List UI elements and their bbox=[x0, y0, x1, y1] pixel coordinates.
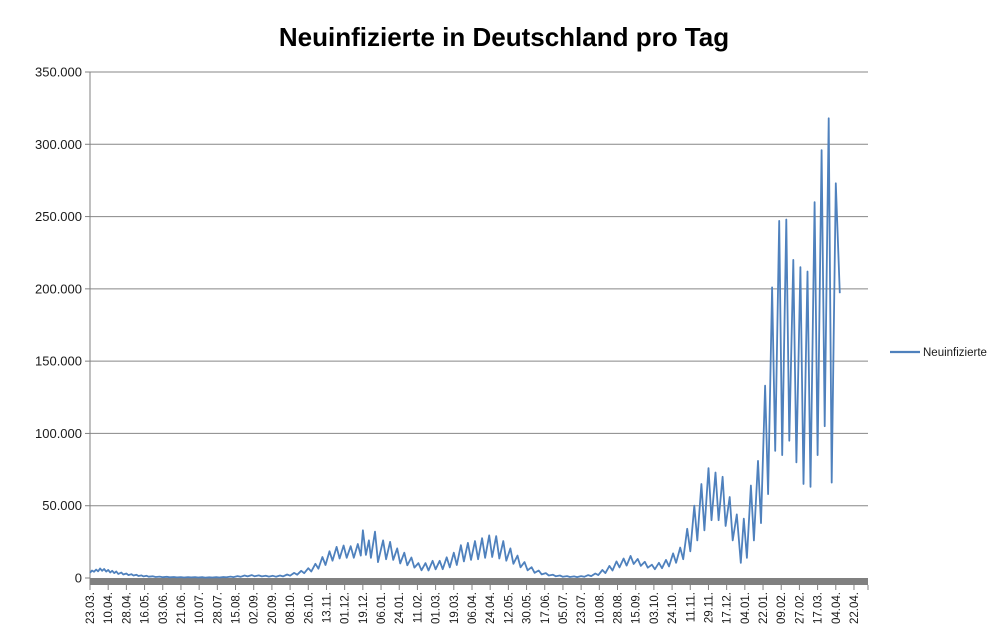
legend-label: Neuinfizierte bbox=[923, 347, 987, 359]
y-axis-label: 0 bbox=[75, 571, 82, 586]
x-axis-label: 01.12. bbox=[340, 592, 352, 624]
y-axis-label: 50.000 bbox=[42, 498, 82, 513]
x-axis-label: 12.05. bbox=[503, 592, 515, 624]
x-axis-label: 23.03. bbox=[85, 592, 97, 624]
gridlines bbox=[90, 71, 868, 507]
y-axis-label: 250.000 bbox=[35, 209, 82, 224]
x-axis-label: 17.12. bbox=[722, 592, 734, 624]
x-axis-label: 09.02. bbox=[776, 592, 788, 624]
x-axis-label: 10.07. bbox=[194, 592, 206, 624]
y-axis-label: 300.000 bbox=[35, 137, 82, 152]
x-axis-label: 24.10. bbox=[667, 592, 679, 624]
x-axis-labels: 23.03. 10.04. 28.04. 16.05. 03.06. 21.06. 10.0… bbox=[85, 592, 861, 624]
x-axis-label: 15.09. bbox=[631, 592, 643, 624]
x-axis-label: 21.06. bbox=[176, 592, 188, 624]
x-axis-label: 06.04. bbox=[467, 592, 479, 624]
x-axis-label: 28.08. bbox=[613, 592, 625, 624]
x-axis-label: 29.11. bbox=[703, 592, 715, 623]
x-axis-label: 28.04. bbox=[121, 592, 133, 624]
x-axis-label: 03.06. bbox=[158, 592, 170, 624]
x-axis-label: 11.11. bbox=[685, 592, 697, 622]
x-axis-label: 03.10. bbox=[649, 592, 661, 624]
x-axis-label: 02.09. bbox=[249, 592, 261, 624]
y-axis-labels: 350.000 300.000 250.000 200.000 150.000 100.0… bbox=[35, 65, 82, 586]
x-axis-label: 17.03. bbox=[813, 592, 825, 624]
series-line-neuinfizierte bbox=[89, 117, 841, 579]
x-axis-label: 23.07. bbox=[576, 592, 588, 624]
x-axis-label: 05.07. bbox=[558, 592, 570, 624]
x-axis-label: 26.10. bbox=[303, 592, 315, 624]
x-axis-label: 27.02. bbox=[794, 592, 806, 624]
x-axis-label: 24.04. bbox=[485, 592, 497, 624]
x-axis-label: 11.02. bbox=[412, 592, 424, 623]
x-axis-label: 04.04. bbox=[831, 592, 843, 624]
x-axis-label: 19.03. bbox=[449, 592, 461, 624]
y-axis-label: 100.000 bbox=[35, 426, 82, 441]
x-axis-label: 30.05. bbox=[522, 592, 534, 624]
x-axis-label: 10.04. bbox=[103, 592, 115, 624]
x-axis-label: 13.11. bbox=[321, 592, 333, 623]
x-axis-bar bbox=[90, 578, 868, 585]
x-axis-label: 20.09. bbox=[267, 592, 279, 624]
x-axis-label: 06.01. bbox=[376, 592, 388, 624]
y-axis-label: 150.000 bbox=[35, 354, 82, 369]
x-axis-label: 19.12. bbox=[358, 592, 370, 624]
x-axis-label: 16.05. bbox=[140, 592, 152, 624]
x-axis-label: 15.08. bbox=[231, 592, 243, 624]
x-axis-label: 01.03. bbox=[431, 592, 443, 624]
x-axis-label: 17.06. bbox=[540, 592, 552, 624]
x-axis-label: 08.10. bbox=[285, 592, 297, 624]
x-axis-label: 22.04. bbox=[849, 592, 861, 624]
x-axis bbox=[89, 578, 869, 590]
x-axis-label: 24.01. bbox=[394, 592, 406, 624]
x-axis-label: 22.01. bbox=[758, 592, 770, 624]
y-axis bbox=[85, 71, 91, 585]
x-axis-label: 28.07. bbox=[212, 592, 224, 624]
y-axis-label: 350.000 bbox=[35, 65, 82, 80]
x-axis-label: 10.08. bbox=[594, 592, 606, 624]
y-axis-label: 200.000 bbox=[35, 281, 82, 296]
x-axis-label: 04.01. bbox=[740, 592, 752, 624]
chart-title: Neuinfizierte in Deutschland pro Tag bbox=[279, 22, 729, 52]
legend: Neuinfizierte bbox=[890, 347, 987, 359]
